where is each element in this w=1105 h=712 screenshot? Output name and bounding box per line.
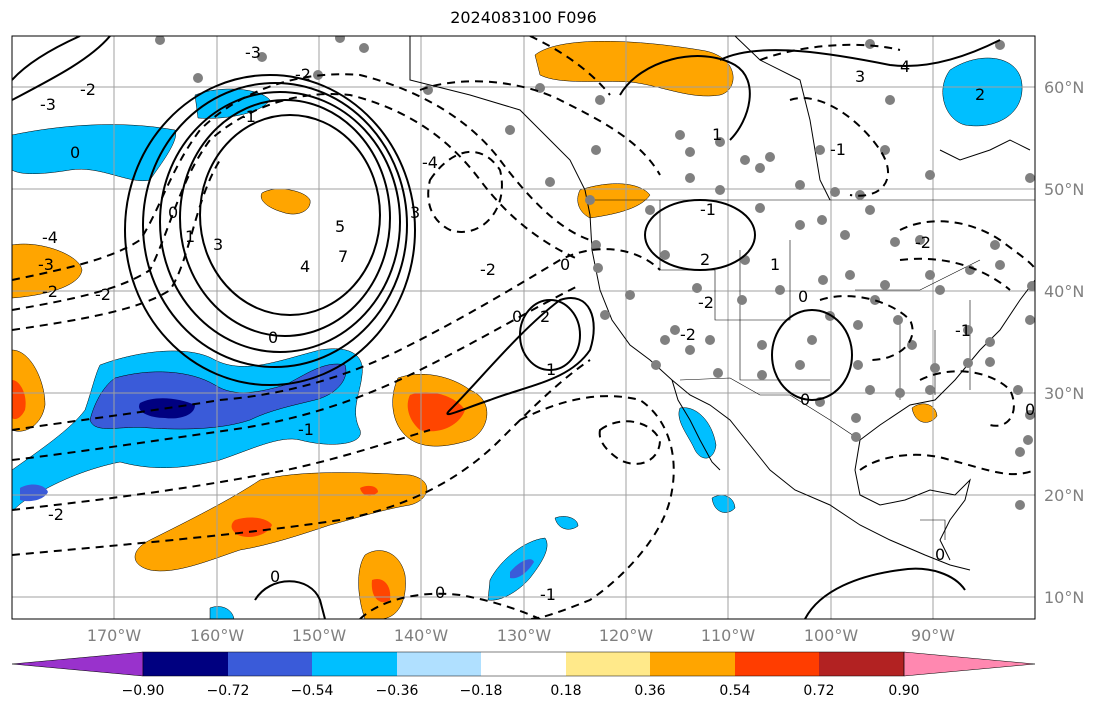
orange-blob-alaska bbox=[534, 41, 734, 97]
svg-text:-1: -1 bbox=[700, 200, 716, 219]
colorbar-over bbox=[903, 651, 1036, 677]
colorbar-tick: −0.72 bbox=[206, 683, 250, 699]
svg-text:-2: -2 bbox=[95, 285, 111, 304]
lon-label-150w: 150°W bbox=[291, 626, 347, 645]
lon-label-90w: 90°W bbox=[910, 626, 956, 645]
svg-text:0: 0 bbox=[512, 307, 522, 326]
colorbar-seg bbox=[228, 652, 312, 676]
colorbar bbox=[11, 651, 1036, 677]
orange-blob-pnw bbox=[577, 183, 651, 219]
svg-text:-2: -2 bbox=[698, 293, 714, 312]
colorbar-seg bbox=[819, 652, 904, 676]
svg-text:0: 0 bbox=[270, 567, 280, 586]
svg-text:4: 4 bbox=[900, 57, 910, 76]
lon-label-100w: 100°W bbox=[803, 626, 859, 645]
lon-label-140w: 140°W bbox=[393, 626, 449, 645]
svg-text:2: 2 bbox=[700, 250, 710, 269]
svg-text:-3: -3 bbox=[38, 255, 54, 274]
svg-text:0: 0 bbox=[268, 328, 278, 347]
orange-blob-center bbox=[260, 188, 311, 215]
station-dots bbox=[155, 36, 1035, 510]
svg-text:1: 1 bbox=[770, 255, 780, 274]
svg-text:-2: -2 bbox=[480, 260, 496, 279]
orange-blob-west bbox=[12, 243, 83, 299]
lon-label-160w: 160°W bbox=[189, 626, 245, 645]
svg-text:-1: -1 bbox=[830, 140, 846, 159]
svg-text:0: 0 bbox=[935, 545, 945, 564]
colorbar-tick: −0.90 bbox=[121, 683, 165, 699]
svg-text:1: 1 bbox=[185, 227, 195, 246]
contours-positive bbox=[12, 36, 1001, 619]
colorbar-tick: −0.18 bbox=[459, 683, 503, 699]
lat-label-50n: 50°N bbox=[1044, 180, 1085, 199]
svg-text:-4: -4 bbox=[42, 228, 58, 247]
svg-text:0: 0 bbox=[800, 390, 810, 409]
cyan-blob-ne bbox=[942, 57, 1023, 127]
lat-label-20n: 20°N bbox=[1044, 486, 1085, 505]
svg-text:0: 0 bbox=[70, 143, 80, 162]
lon-label-110w: 110°W bbox=[700, 626, 756, 645]
svg-text:0: 0 bbox=[560, 255, 570, 274]
colorbar-seg bbox=[650, 652, 735, 676]
colorbar-seg bbox=[397, 652, 481, 676]
lat-label-60n: 60°N bbox=[1044, 78, 1085, 97]
contours-negative bbox=[12, 36, 1035, 619]
svg-text:7: 7 bbox=[338, 247, 348, 266]
map-title: 2024083100 F096 bbox=[450, 8, 597, 27]
svg-text:5: 5 bbox=[335, 217, 345, 236]
svg-text:3: 3 bbox=[213, 235, 223, 254]
svg-text:-3: -3 bbox=[40, 95, 56, 114]
colorbar-tick: 0.36 bbox=[634, 683, 666, 699]
orange-blob-gulf bbox=[911, 403, 938, 423]
colorbar-seg bbox=[566, 652, 650, 676]
colorbar-seg bbox=[735, 652, 819, 676]
svg-text:3: 3 bbox=[855, 67, 865, 86]
lat-label-10n: 10°N bbox=[1044, 588, 1085, 607]
svg-text:-1: -1 bbox=[955, 321, 971, 340]
svg-text:2: 2 bbox=[975, 85, 985, 104]
lat-label-30n: 30°N bbox=[1044, 384, 1085, 403]
svg-text:0: 0 bbox=[798, 287, 808, 306]
lon-label-130w: 130°W bbox=[496, 626, 552, 645]
svg-text:3: 3 bbox=[410, 203, 420, 222]
svg-text:1: 1 bbox=[712, 125, 722, 144]
svg-text:-1: -1 bbox=[298, 420, 314, 439]
colorbar-seg bbox=[312, 652, 397, 676]
colorbar-tick: 0.54 bbox=[719, 683, 751, 699]
svg-text:1: 1 bbox=[546, 360, 556, 379]
svg-text:0: 0 bbox=[1025, 400, 1035, 419]
colorbar-tick: −0.36 bbox=[375, 683, 419, 699]
cyan-blob-baja bbox=[678, 407, 717, 459]
colorbar-tick: −0.54 bbox=[290, 683, 334, 699]
orange-band-south bbox=[134, 472, 428, 572]
svg-text:0: 0 bbox=[435, 583, 445, 602]
colorbar-tick: 0.18 bbox=[550, 683, 582, 699]
svg-text:-1: -1 bbox=[540, 585, 556, 604]
svg-text:-2: -2 bbox=[42, 282, 58, 301]
colorbar-tick: 0.72 bbox=[803, 683, 835, 699]
svg-text:-2: -2 bbox=[915, 233, 931, 252]
svg-text:-4: -4 bbox=[422, 153, 438, 172]
svg-text:-1: -1 bbox=[240, 107, 256, 126]
borders bbox=[590, 199, 1035, 540]
colorbar-under bbox=[11, 651, 144, 677]
svg-text:-2: -2 bbox=[680, 325, 696, 344]
svg-text:0: 0 bbox=[168, 203, 178, 222]
svg-text:-2: -2 bbox=[295, 65, 311, 84]
svg-text:-3: -3 bbox=[245, 43, 261, 62]
svg-text:2: 2 bbox=[540, 307, 550, 326]
lat-label-40n: 40°N bbox=[1044, 282, 1085, 301]
svg-text:-2: -2 bbox=[48, 505, 64, 524]
svg-text:4: 4 bbox=[300, 257, 310, 276]
colorbar-seg bbox=[481, 652, 566, 676]
contour-labels: -3-2-1 01 3 457 03-4 -2 00 21-1 -4-3-2 -2-… bbox=[38, 43, 1035, 604]
svg-text:-2: -2 bbox=[80, 80, 96, 99]
coastlines bbox=[409, 36, 1035, 571]
colorbar-seg bbox=[143, 652, 228, 676]
lon-label-170w: 170°W bbox=[86, 626, 142, 645]
colorbar-tick: 0.90 bbox=[888, 683, 920, 699]
lon-label-120w: 120°W bbox=[598, 626, 654, 645]
